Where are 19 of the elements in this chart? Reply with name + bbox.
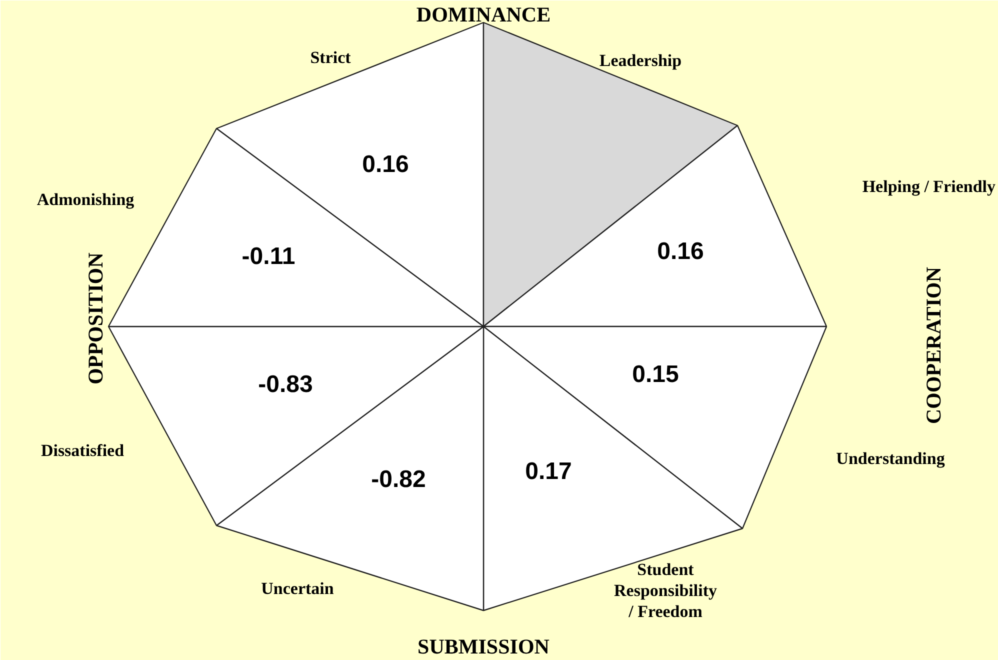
data-label: -0.83 bbox=[258, 371, 313, 398]
text: OPPOSITION bbox=[84, 252, 108, 384]
data-label: 0.17 bbox=[525, 458, 572, 485]
category-label: Leadership bbox=[599, 51, 682, 70]
data-label: -0.82 bbox=[371, 466, 426, 493]
category-label: Strict bbox=[310, 48, 352, 67]
category-label: Understanding bbox=[836, 449, 946, 468]
text: COOPERATION bbox=[922, 266, 946, 424]
category-label: Dissatisfied bbox=[40, 441, 125, 460]
data-label: -0.11 bbox=[242, 243, 296, 270]
data-label: 0.16 bbox=[362, 151, 409, 178]
text: DOMINANCE bbox=[416, 2, 551, 26]
text: SUBMISSION bbox=[418, 634, 550, 658]
category-label: Admonishing bbox=[36, 190, 135, 209]
category-label: Uncertain bbox=[261, 579, 334, 598]
category-label: Helping / Friendly bbox=[862, 177, 996, 196]
category-label: Student Responsibility / Freedom bbox=[614, 560, 718, 621]
data-label: 0.15 bbox=[632, 361, 679, 388]
data-label: 0.16 bbox=[657, 238, 704, 265]
